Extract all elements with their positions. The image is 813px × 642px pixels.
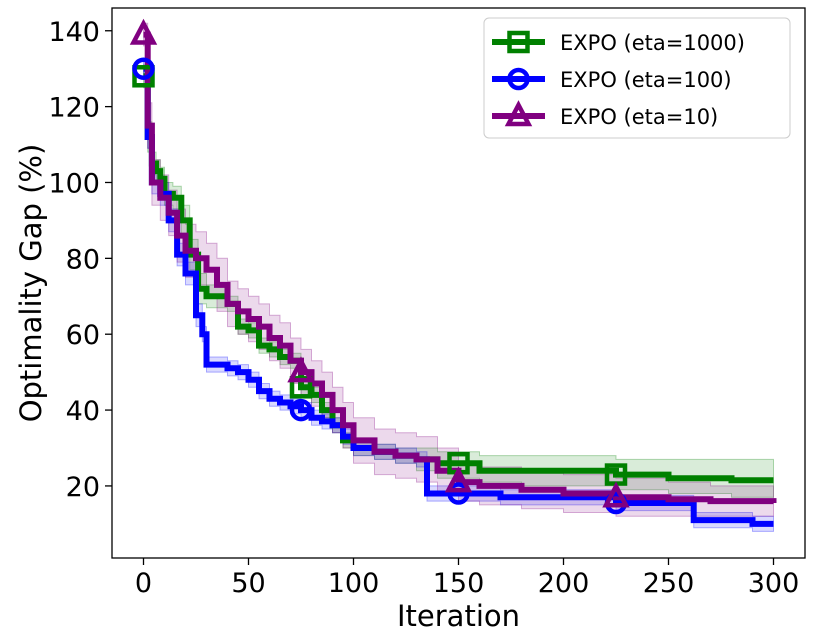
series-line-1 — [143, 65, 774, 527]
x-tick-label-4: 200 — [538, 568, 590, 599]
y-tick-label-3: 80 — [66, 244, 100, 275]
series-1-marker-2 — [447, 482, 470, 505]
y-tick-label-1: 40 — [66, 396, 100, 427]
y-tick-label-5: 120 — [48, 93, 100, 124]
legend-label-1: EXPO (eta=100) — [560, 68, 732, 92]
x-tick-label-3: 150 — [433, 568, 485, 599]
x-tick-label-6: 300 — [748, 568, 800, 599]
series-1-marker-0 — [132, 57, 155, 80]
y-axis-title: Optimality Gap (%) — [14, 144, 48, 423]
x-tick-label-0: 0 — [135, 568, 152, 599]
y-axis: 20 40 60 80 100 120 140 — [48, 17, 112, 503]
legend: EXPO (eta=1000) EXPO (eta=100) EXPO (eta=1… — [483, 17, 791, 139]
series-2-marker-3 — [602, 481, 630, 508]
legend-label-0: EXPO (eta=1000) — [560, 31, 745, 55]
plot-area — [143, 22, 777, 532]
legend-marker-1 — [507, 67, 530, 91]
x-axis: 0 50 100 150 200 250 300 — [135, 558, 799, 599]
series-line-2 — [143, 31, 777, 505]
y-tick-label-4: 100 — [48, 168, 100, 199]
series-markers — [129, 18, 630, 515]
y-tick-label-2: 60 — [66, 320, 100, 351]
series-0-marker-0 — [132, 65, 155, 88]
series-band-2 — [143, 22, 774, 517]
series-band-1 — [143, 60, 774, 532]
series-2-marker-1 — [287, 356, 315, 383]
series-2-marker-0 — [129, 18, 158, 45]
series-2-marker-2 — [444, 466, 473, 493]
legend-marker-0 — [507, 30, 530, 54]
x-tick-label-1: 50 — [231, 568, 265, 599]
legend-marker-2 — [504, 100, 533, 127]
legend-label-2: EXPO (eta=10) — [560, 105, 718, 129]
series-1-marker-1 — [289, 398, 313, 422]
x-tick-label-2: 100 — [328, 568, 380, 599]
y-tick-label-0: 20 — [66, 472, 100, 503]
x-axis-title: Iteration — [397, 599, 520, 633]
x-tick-label-5: 250 — [643, 568, 695, 599]
y-tick-label-6: 140 — [48, 17, 100, 48]
legend-box — [483, 17, 791, 139]
